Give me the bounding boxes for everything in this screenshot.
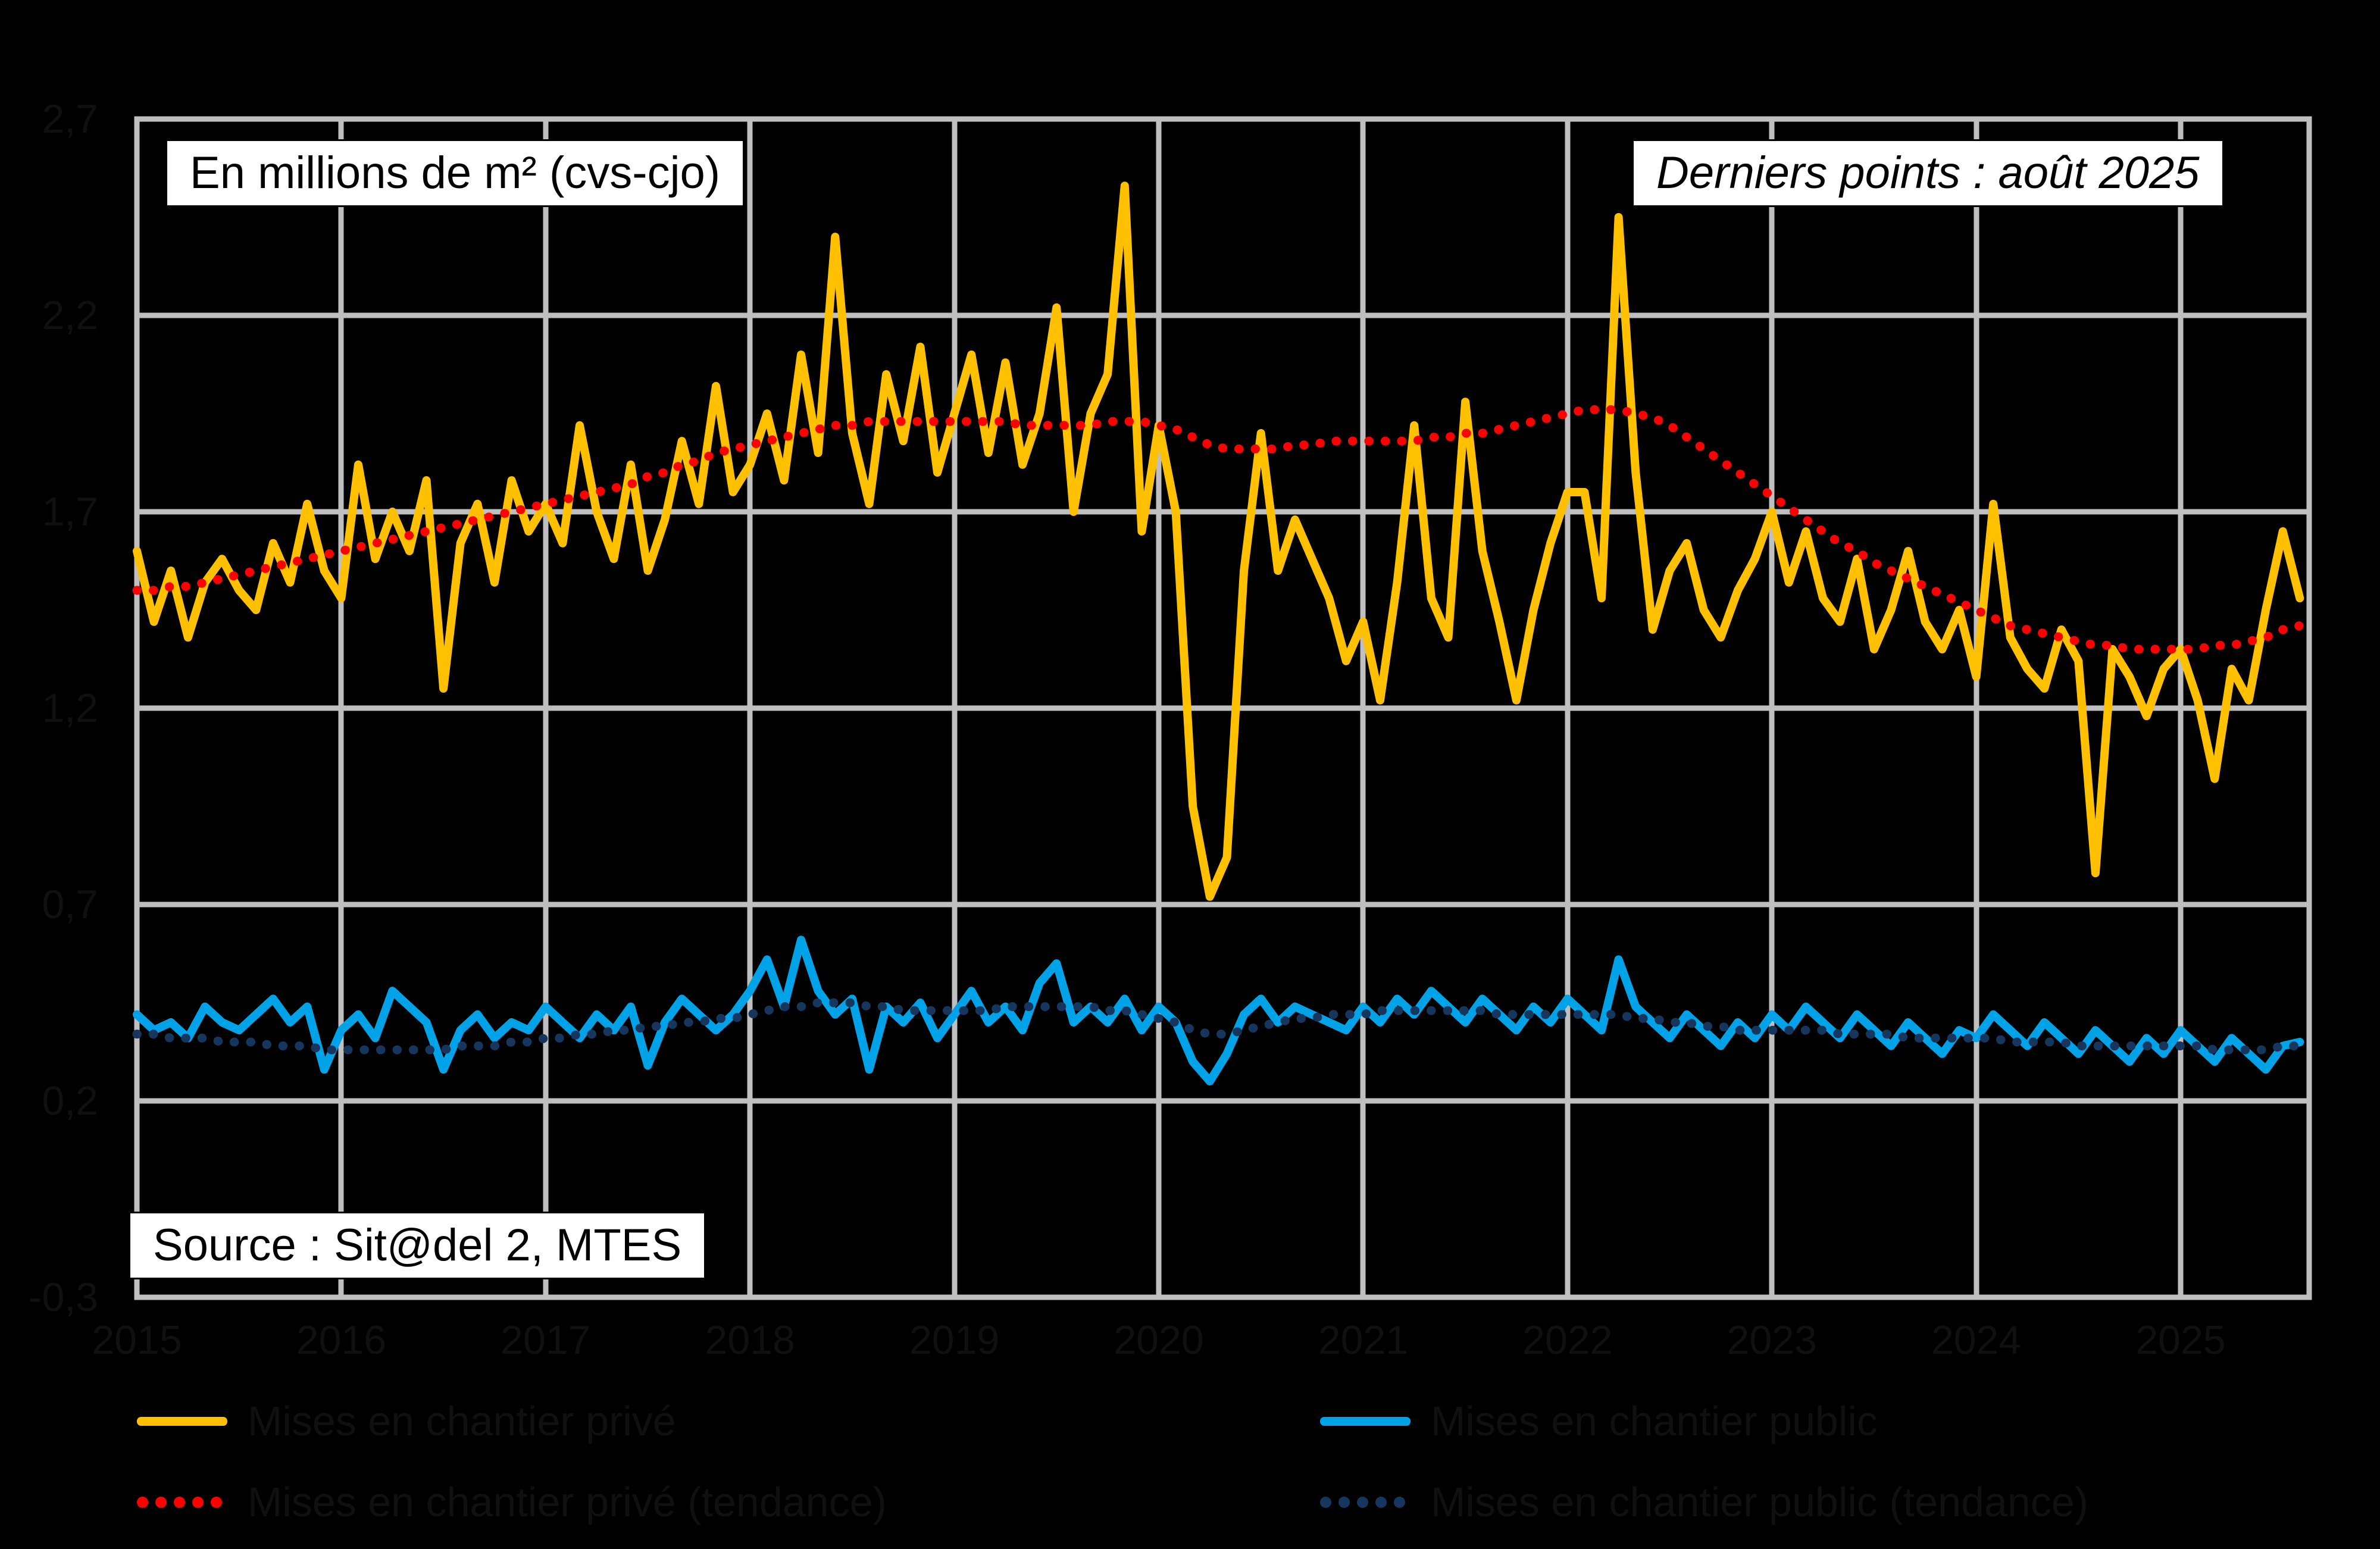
series-prive-tendance-line <box>132 405 2304 654</box>
legend-dotted-swatch <box>1320 1496 1411 1508</box>
legend-item-public-tendance: Mises en chantier public (tendance) <box>1320 1473 2088 1531</box>
last-point-box: Derniers points : août 2025 <box>1632 139 2224 207</box>
series-public-line <box>133 935 2304 1085</box>
legend-label: Mises en chantier privé (tendance) <box>248 1479 887 1525</box>
x-tick-label: 2021 <box>1318 1318 1409 1363</box>
x-tick-label: 2020 <box>1114 1318 1204 1363</box>
x-tick-label: 2019 <box>909 1318 1000 1363</box>
unit-label: En millions de m² (cvs-cjo) <box>190 148 721 198</box>
x-tick-label: 2017 <box>501 1318 591 1363</box>
x-tick-label: 2015 <box>92 1318 182 1363</box>
source-box: Source : Sit@del 2, MTES <box>129 1212 706 1279</box>
y-tick-label: 1,7 <box>42 489 98 534</box>
x-tick-label: 2024 <box>1931 1318 2022 1363</box>
legend-line-swatch <box>137 1416 227 1426</box>
plot-border <box>134 116 2312 1300</box>
x-tick-label: 2018 <box>705 1318 795 1363</box>
y-tick-label: 1,2 <box>42 686 98 731</box>
x-tick-label: 2022 <box>1522 1318 1613 1363</box>
x-tick-label: 2025 <box>2135 1318 2226 1363</box>
last-point-label: Derniers points : août 2025 <box>1656 148 2200 198</box>
gridlines <box>134 116 2309 1300</box>
y-tick-label: -0,3 <box>28 1275 98 1320</box>
x-tick-label: 2023 <box>1727 1318 1817 1363</box>
unit-label-box: En millions de m² (cvs-cjo) <box>165 139 745 207</box>
y-tick-label: 2,2 <box>42 293 98 338</box>
legend-dotted-swatch <box>137 1496 227 1508</box>
y-tick-label: 0,7 <box>42 882 98 927</box>
legend-label: Mises en chantier public <box>1431 1398 1878 1444</box>
legend-item-public: Mises en chantier public <box>1320 1392 1878 1450</box>
legend-item-prive: Mises en chantier privé <box>137 1392 676 1450</box>
legend-label: Mises en chantier privé <box>248 1398 676 1444</box>
x-tick-label: 2016 <box>296 1318 387 1363</box>
y-tick-label: 0,2 <box>42 1078 98 1124</box>
y-tick-label: 2,7 <box>42 96 98 142</box>
source-label: Source : Sit@del 2, MTES <box>153 1220 682 1271</box>
legend-item-prive-tendance: Mises en chantier privé (tendance) <box>137 1473 887 1531</box>
series-public-tendance-line <box>132 998 2304 1054</box>
legend-line-swatch <box>1320 1416 1411 1426</box>
legend-label: Mises en chantier public (tendance) <box>1431 1479 2089 1525</box>
series-prive-line <box>133 182 2304 901</box>
